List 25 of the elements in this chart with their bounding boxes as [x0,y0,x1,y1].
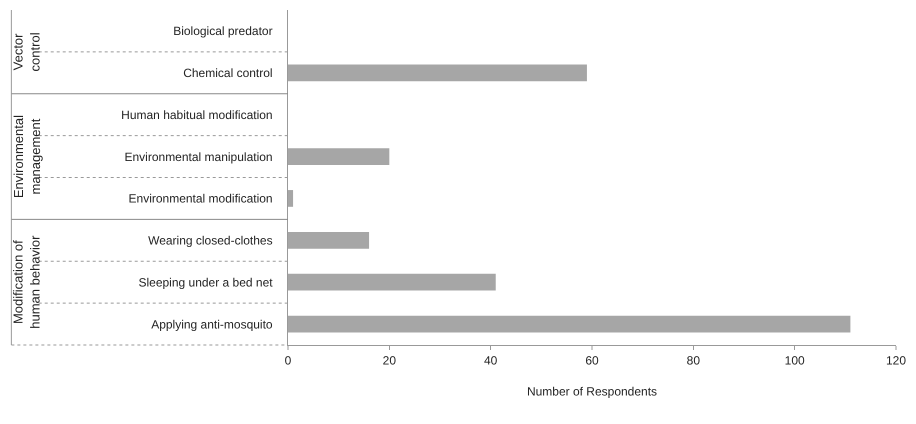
y-tick-label: Wearing closed-clothes [148,234,273,248]
y-tick-label: Environmental manipulation [124,150,273,164]
y-tick-label: Human habitual modification [121,108,273,122]
x-tick-label: 100 [784,353,805,368]
text: Environmental management [11,114,43,198]
x-axis-title: Number of Respondents [526,384,658,398]
text: Vector control [10,32,43,72]
y-tick-label: Biological predator [173,24,273,38]
x-tick-label: 0 [284,353,292,368]
text: Modification of human behavior [10,234,42,329]
x-tick-label: 60 [585,353,599,368]
bar [288,148,390,165]
x-tick-label: 120 [886,353,906,368]
x-tick-label: 80 [686,353,700,368]
bar [288,274,496,291]
bar [288,316,850,332]
x-tick-label: 40 [484,353,498,368]
y-tick-label: Environmental modification [128,192,273,206]
y-tick-label: Sleeping under a bed net [138,275,274,290]
x-tick-label: 20 [382,353,396,368]
y-tick-label: Chemical control [183,66,273,80]
bar [288,232,370,249]
bar [288,64,587,82]
bar [288,190,294,207]
y-tick-label: Applying anti-mosquito [151,317,273,332]
